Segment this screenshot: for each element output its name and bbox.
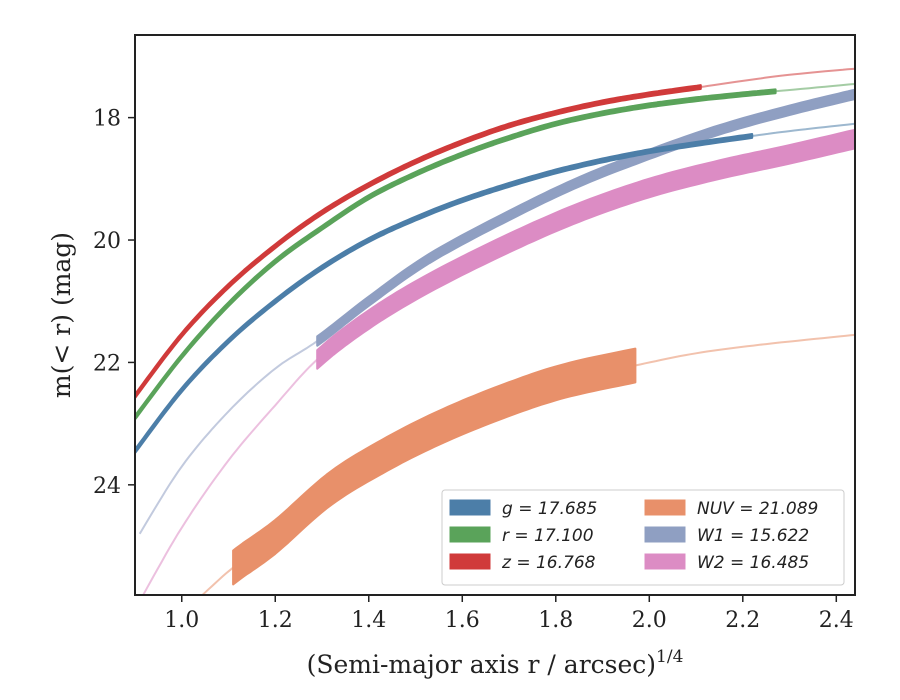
- legend-swatch: [644, 499, 686, 516]
- y-tick-label: 18: [93, 107, 121, 132]
- series-measured-band: [135, 133, 754, 455]
- series-w2: [142, 128, 855, 595]
- x-tick-label: 1.4: [351, 608, 386, 633]
- legend-box: [441, 489, 845, 586]
- legend-swatch: [644, 526, 686, 543]
- legend-item: r = 17.100: [449, 526, 594, 546]
- legend-label: r = 17.100: [502, 526, 594, 546]
- legend-label: W2 = 16.485: [697, 553, 809, 573]
- y-tick-label: 24: [93, 474, 121, 499]
- legend: g = 17.685 r = 17.100 z = 16.768 NUV = 21.0…: [441, 489, 845, 586]
- series-measured-band: [135, 88, 777, 421]
- x-tick-label: 1.2: [258, 608, 293, 633]
- series-measured-band: [232, 347, 637, 586]
- series-g: [135, 122, 855, 455]
- x-tick-label: 2.4: [819, 608, 854, 633]
- legend-swatch: [644, 553, 686, 570]
- legend-swatch: [449, 526, 491, 543]
- series-measured-band: [135, 84, 702, 399]
- legend-item: W2 = 16.485: [644, 553, 809, 573]
- legend-swatch: [449, 499, 491, 516]
- series-measured-band: [316, 88, 855, 347]
- x-tick-label: 1.0: [164, 608, 199, 633]
- legend-label: g = 17.685: [502, 499, 597, 519]
- x-tick-label: 1.8: [538, 608, 573, 633]
- y-tick-label: 22: [93, 351, 121, 376]
- legend-label: z = 16.768: [501, 553, 596, 573]
- x-tick-label: 2.2: [725, 608, 760, 633]
- plot-frame: [134, 34, 856, 596]
- legend-swatch: [449, 553, 491, 570]
- x-tick-label: 2.0: [632, 608, 667, 633]
- series-nuv: [200, 333, 855, 595]
- legend-item: NUV = 21.089: [644, 499, 818, 519]
- legend-item: z = 16.768: [449, 553, 596, 573]
- series-measured-band: [316, 128, 855, 370]
- x-axis-title: (Semi-major axis r / arcsec)1/4: [307, 647, 684, 679]
- legend-item: W1 = 15.622: [644, 526, 809, 546]
- tick-layer: 1.0 1.2 1.4 1.6 1.8 2.0 2.2 2.4 18 20 22 24: [93, 107, 854, 633]
- legend-label: NUV = 21.089: [697, 499, 818, 519]
- series-r: [135, 83, 855, 421]
- series-w1: [138, 88, 855, 535]
- x-tick-label: 1.6: [445, 608, 480, 633]
- y-axis-title: m(< r) (mag): [47, 232, 76, 398]
- series-layer: [135, 67, 855, 595]
- y-tick-label: 20: [93, 229, 121, 254]
- series-z: [135, 67, 855, 399]
- legend-item: g = 17.685: [449, 499, 597, 519]
- legend-label: W1 = 15.622: [697, 526, 809, 546]
